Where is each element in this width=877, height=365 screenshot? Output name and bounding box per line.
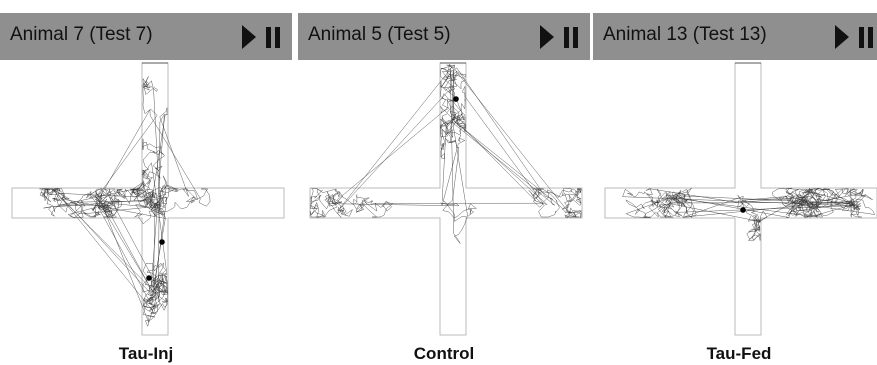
panel-title: Animal 5 (Test 5) [308, 24, 451, 46]
group-label: Control [298, 344, 590, 364]
maze-panel: Animal 13 (Test 13) Tau-Fed [593, 0, 877, 365]
maze-view [0, 60, 292, 340]
animal-track [40, 76, 211, 326]
group-label: Tau-Inj [0, 344, 292, 364]
maze-panel: Animal 7 (Test 7) Tau-Inj [0, 0, 292, 365]
pause-bar [266, 27, 271, 48]
play-button[interactable] [835, 25, 849, 49]
panel-header: Animal 13 (Test 13) [593, 13, 877, 60]
playback-controls [540, 25, 580, 49]
playback-controls [835, 25, 875, 49]
pause-bar [573, 27, 578, 48]
pause-button[interactable] [266, 27, 280, 48]
maze-view [593, 60, 877, 340]
playback-controls [242, 25, 282, 49]
panel-title: Animal 13 (Test 13) [603, 24, 767, 46]
animal-position [453, 96, 459, 102]
pause-bar [859, 27, 864, 48]
panel-header: Animal 5 (Test 5) [298, 13, 590, 60]
panel-header: Animal 7 (Test 7) [0, 13, 292, 60]
play-button[interactable] [242, 25, 256, 49]
maze-view [298, 60, 590, 340]
pause-bar [868, 27, 873, 48]
group-label: Tau-Fed [593, 344, 877, 364]
animal-position [159, 239, 165, 245]
animal-track [623, 188, 875, 241]
screen: Animal 7 (Test 7) Tau-Inj Animal 5 (Test 5… [0, 0, 877, 365]
maze-panel: Animal 5 (Test 5) Control [298, 0, 590, 365]
pause-bar [564, 27, 569, 48]
pause-button[interactable] [564, 27, 578, 48]
animal-position [740, 207, 746, 213]
panel-title: Animal 7 (Test 7) [10, 24, 153, 46]
play-button[interactable] [540, 25, 554, 49]
pause-bar [275, 27, 280, 48]
pause-button[interactable] [859, 27, 873, 48]
animal-track [310, 64, 581, 244]
animal-position [146, 275, 152, 281]
